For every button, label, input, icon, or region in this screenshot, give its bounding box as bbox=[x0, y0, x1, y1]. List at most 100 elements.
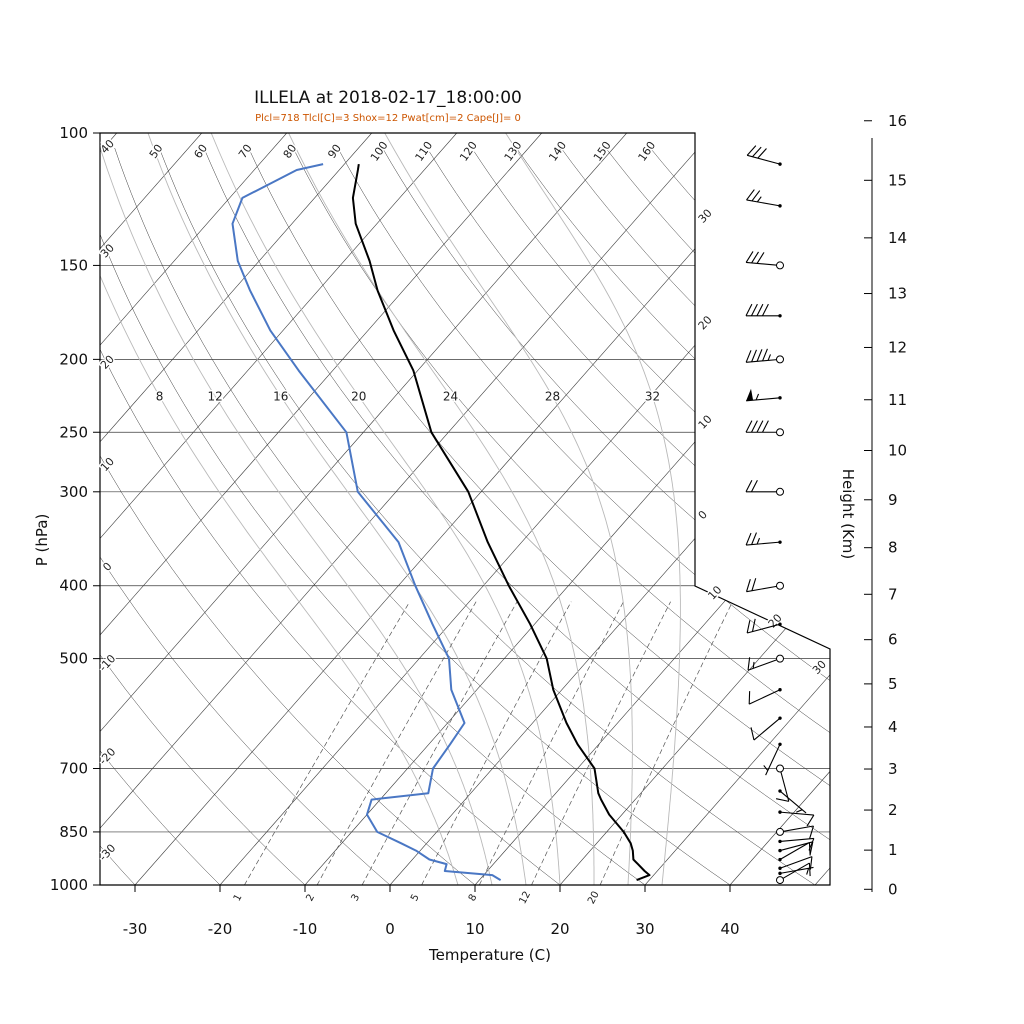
svg-text:15: 15 bbox=[888, 171, 907, 189]
svg-text:100: 100 bbox=[59, 124, 88, 142]
svg-text:10: 10 bbox=[696, 413, 715, 432]
svg-text:700: 700 bbox=[59, 760, 88, 778]
svg-text:20: 20 bbox=[696, 313, 715, 332]
isotherm-lines bbox=[100, 133, 830, 885]
wind-level-dot-marker bbox=[778, 622, 782, 626]
svg-text:-10: -10 bbox=[293, 920, 318, 938]
svg-text:5: 5 bbox=[888, 675, 898, 693]
wind-level-circle-marker bbox=[776, 581, 784, 590]
svg-text:50: 50 bbox=[147, 142, 166, 161]
svg-text:8: 8 bbox=[888, 539, 898, 557]
svg-text:120: 120 bbox=[457, 139, 480, 164]
mixing-ratio-labels: 1 2 3 5 8 12 20 bbox=[232, 890, 602, 906]
dewpoint-curve bbox=[231, 163, 502, 881]
pressure-gridlines bbox=[100, 133, 830, 885]
wind-level-dot-marker bbox=[778, 314, 782, 318]
wind-level-dot-marker bbox=[778, 857, 782, 862]
svg-text:8: 8 bbox=[467, 892, 480, 903]
svg-text:20: 20 bbox=[586, 890, 602, 906]
svg-text:24: 24 bbox=[443, 389, 458, 403]
wind-level-circle-marker bbox=[776, 487, 784, 496]
svg-text:80: 80 bbox=[281, 142, 300, 161]
svg-text:16: 16 bbox=[273, 389, 288, 403]
svg-text:1: 1 bbox=[232, 892, 245, 903]
wind-level-dot-marker bbox=[778, 839, 782, 844]
svg-text:-20: -20 bbox=[208, 920, 233, 938]
svg-text:40: 40 bbox=[98, 137, 117, 156]
wind-level-dot-marker bbox=[778, 742, 782, 747]
chart-title: ILLELA at 2018-02-17_18:00:00 bbox=[254, 88, 522, 108]
svg-text:150: 150 bbox=[591, 139, 614, 164]
wind-level-dot-marker bbox=[778, 848, 782, 853]
right-edge-labels: 30 20 10 0 bbox=[696, 207, 715, 522]
svg-text:10: 10 bbox=[465, 920, 484, 938]
svg-text:200: 200 bbox=[59, 350, 88, 368]
chart-subtitle: Plcl=718 Tlcl[C]=3 Shox=12 Pwat[cm]=2 Ca… bbox=[255, 113, 521, 124]
svg-text:500: 500 bbox=[59, 650, 88, 668]
svg-text:70: 70 bbox=[236, 142, 255, 161]
svg-text:2: 2 bbox=[888, 801, 898, 819]
svg-text:30: 30 bbox=[98, 241, 117, 260]
svg-text:3: 3 bbox=[888, 760, 898, 778]
svg-text:90: 90 bbox=[325, 142, 344, 161]
svg-text:13: 13 bbox=[888, 285, 907, 303]
wind-level-dot-marker bbox=[778, 204, 782, 208]
temperature-axis-title: Temperature (C) bbox=[429, 946, 551, 964]
wind-level-circle-marker bbox=[776, 876, 784, 885]
sounding-curves bbox=[231, 163, 651, 882]
svg-text:30: 30 bbox=[810, 658, 829, 677]
svg-text:0: 0 bbox=[888, 880, 898, 898]
svg-text:2: 2 bbox=[304, 892, 317, 903]
svg-text:14: 14 bbox=[888, 229, 907, 247]
svg-text:30: 30 bbox=[635, 920, 654, 938]
pressure-axis: 100 150 200 250 300 400 500 700 850 1000 bbox=[50, 124, 100, 894]
svg-text:400: 400 bbox=[59, 577, 88, 595]
svg-text:6: 6 bbox=[888, 631, 898, 649]
moist-adiabat-labels: 8 12 16 20 24 28 32 bbox=[154, 388, 661, 405]
svg-text:60: 60 bbox=[191, 142, 210, 161]
wind-level-dot-marker bbox=[778, 789, 782, 793]
svg-text:4: 4 bbox=[888, 718, 898, 736]
wind-level-circle-marker bbox=[776, 428, 784, 437]
dry-adiabat-top-labels: 50 60 70 80 90 100 110 120 130 140 150 160 bbox=[145, 138, 659, 166]
svg-text:130: 130 bbox=[502, 139, 525, 164]
wind-level-circle-marker bbox=[776, 654, 784, 663]
svg-text:32: 32 bbox=[645, 389, 660, 403]
wind-level-circle-marker bbox=[776, 764, 784, 773]
svg-text:250: 250 bbox=[59, 423, 88, 441]
svg-text:-30: -30 bbox=[123, 920, 148, 938]
svg-text:16: 16 bbox=[888, 112, 907, 130]
mixing-ratio-lines bbox=[244, 601, 733, 885]
svg-text:110: 110 bbox=[413, 139, 436, 164]
temperature-axis: -30 -20 -10 0 10 20 30 40 bbox=[123, 885, 740, 938]
svg-text:160: 160 bbox=[636, 139, 659, 164]
svg-text:150: 150 bbox=[59, 256, 88, 274]
svg-text:0: 0 bbox=[385, 920, 395, 938]
dry-adiabat-lines bbox=[100, 147, 830, 885]
temperature-curve bbox=[351, 163, 651, 882]
wind-level-dot-marker bbox=[778, 871, 782, 876]
moist-adiabat-lines bbox=[100, 133, 681, 885]
wind-barb-column bbox=[745, 145, 815, 885]
svg-text:20: 20 bbox=[98, 353, 117, 372]
svg-text:10: 10 bbox=[888, 441, 907, 459]
svg-text:5: 5 bbox=[409, 892, 422, 903]
svg-text:20: 20 bbox=[351, 389, 366, 403]
svg-text:28: 28 bbox=[545, 389, 560, 403]
svg-text:1000: 1000 bbox=[50, 876, 88, 894]
svg-text:12: 12 bbox=[888, 338, 907, 356]
wind-level-dot-marker bbox=[778, 540, 782, 544]
svg-text:40: 40 bbox=[720, 920, 739, 938]
wind-level-circle-marker bbox=[776, 827, 784, 836]
svg-text:10: 10 bbox=[98, 455, 117, 474]
wind-level-circle-marker bbox=[776, 261, 784, 270]
svg-text:12: 12 bbox=[208, 389, 223, 403]
svg-text:3: 3 bbox=[350, 892, 363, 903]
svg-text:9: 9 bbox=[888, 491, 898, 509]
svg-text:850: 850 bbox=[59, 823, 88, 841]
wind-level-dot-marker bbox=[778, 688, 782, 692]
svg-text:12: 12 bbox=[517, 890, 533, 906]
